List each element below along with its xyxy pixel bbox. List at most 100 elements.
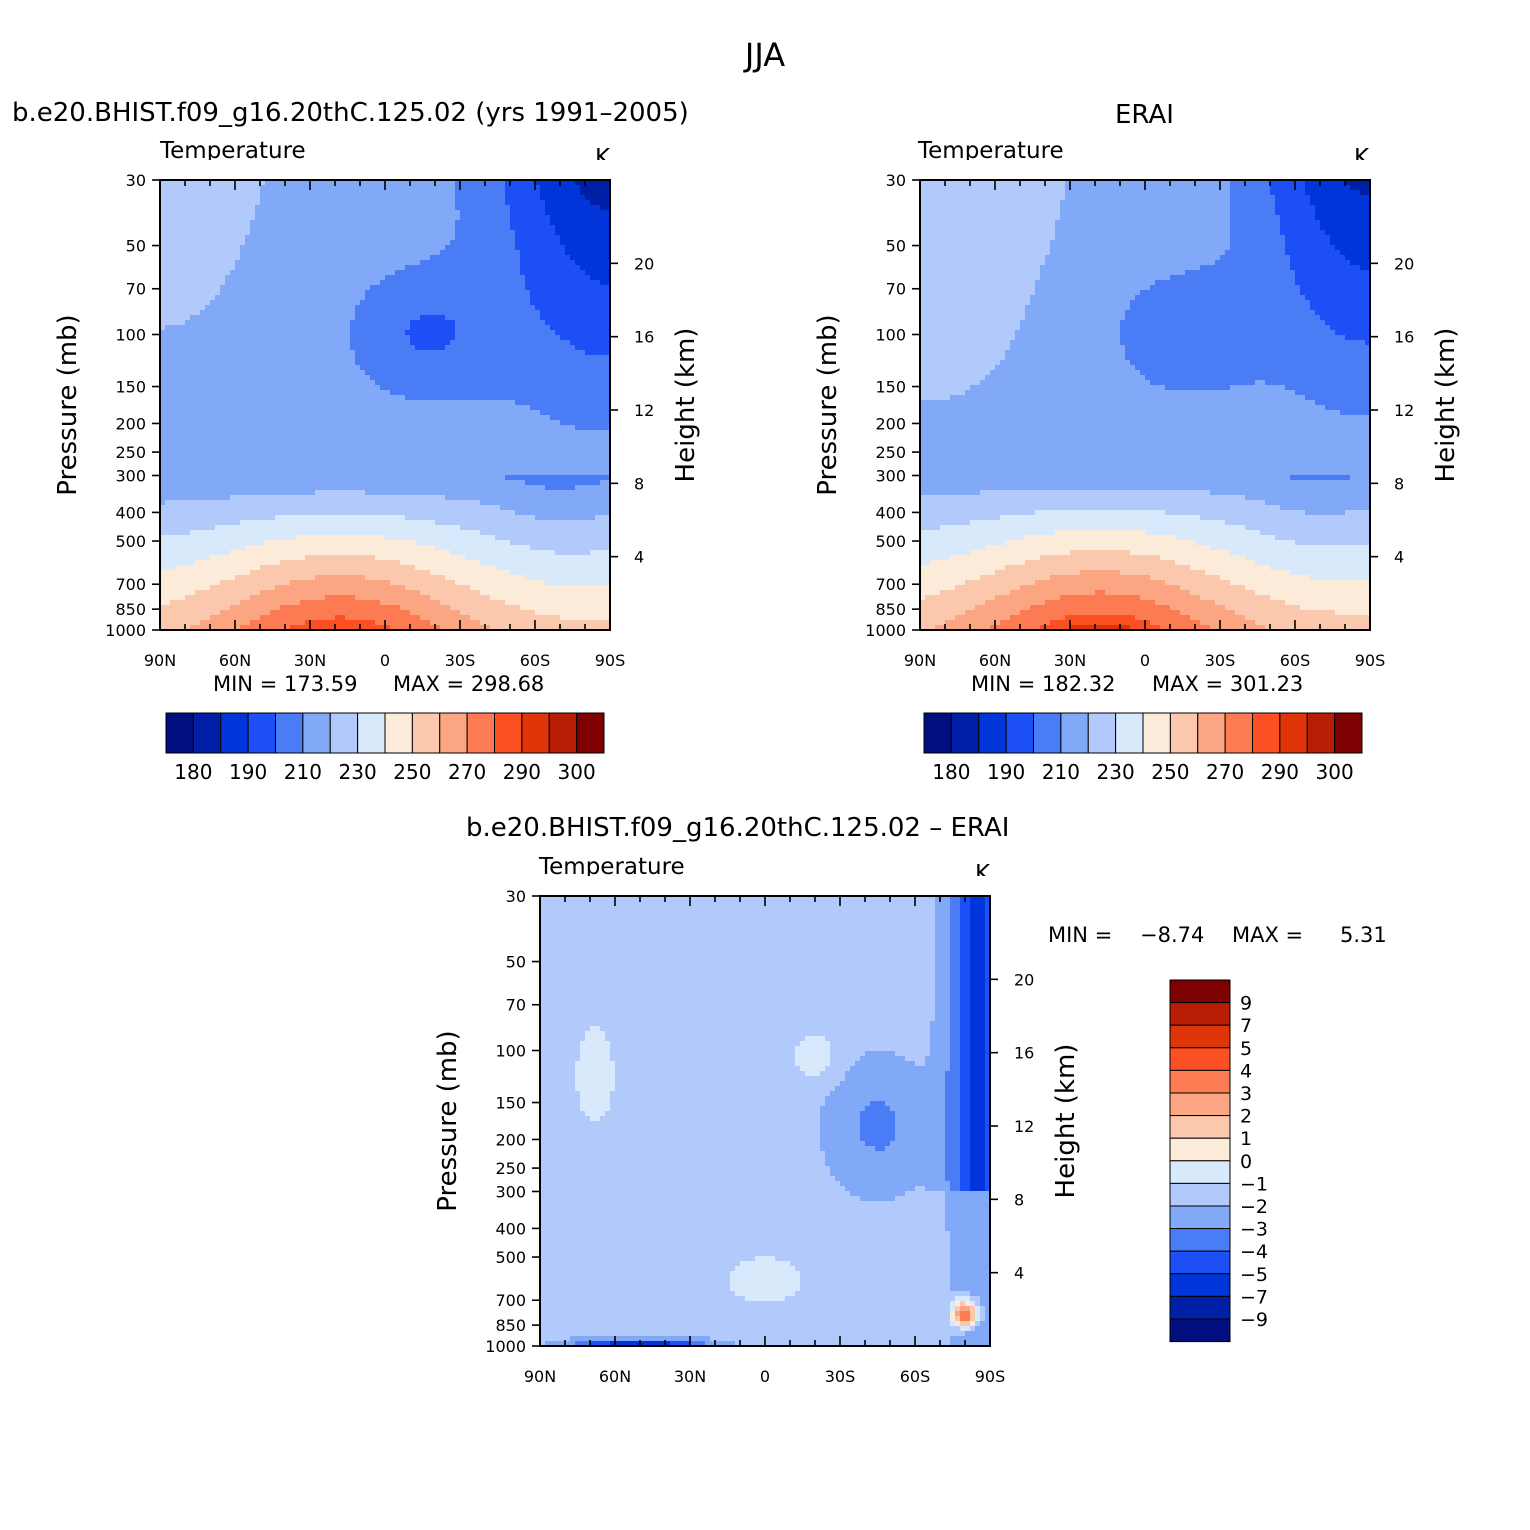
field-cell [305, 275, 311, 281]
field-cell [380, 225, 386, 231]
field-cell [515, 425, 521, 431]
field-cell [355, 335, 361, 341]
field-cell [605, 235, 611, 241]
field-cell [520, 205, 526, 211]
field-cell [295, 405, 301, 411]
field-cell [275, 225, 281, 231]
field-cell [295, 265, 301, 271]
field-cell [270, 355, 276, 361]
field-cell [255, 375, 261, 381]
field-cell [415, 435, 421, 441]
field-cell [330, 280, 336, 286]
field-cell [530, 205, 536, 211]
field-cell [525, 420, 531, 426]
field-cell [200, 180, 206, 186]
field-cell [595, 345, 601, 351]
field-cell [170, 420, 176, 426]
field-cell [290, 275, 296, 281]
field-cell [515, 230, 521, 236]
field-cell [530, 335, 536, 341]
field-cell [550, 280, 556, 286]
field-cell [180, 375, 186, 381]
field-cell [510, 370, 516, 376]
field-cell [205, 330, 211, 336]
field-cell [440, 435, 446, 441]
field-cell [180, 335, 186, 341]
field-cell [535, 290, 541, 296]
field-cell [550, 400, 556, 406]
field-cell [210, 370, 216, 376]
field-cell [370, 425, 376, 431]
field-cell [285, 320, 291, 326]
field-cell [220, 445, 226, 451]
field-cell [330, 360, 336, 366]
field-cell [355, 305, 361, 311]
field-cell [255, 335, 261, 341]
field-cell [435, 295, 441, 301]
plotA-svg: 3050701001502002503004005007008501000201… [53, 171, 701, 670]
field-cell [385, 285, 391, 291]
field-cell [385, 210, 391, 216]
field-cell [490, 305, 496, 311]
field-cell [190, 450, 196, 456]
field-cell [485, 230, 491, 236]
field-cell [180, 310, 186, 316]
field-cell [470, 300, 476, 306]
field-cell [360, 285, 366, 291]
field-cell [480, 435, 486, 441]
field-cell [410, 330, 416, 336]
field-cell [190, 335, 196, 341]
field-cell [280, 190, 286, 196]
field-cell [405, 320, 411, 326]
field-cell [265, 445, 271, 451]
field-cell [450, 415, 456, 421]
field-cell [445, 395, 451, 401]
field-cell [160, 380, 166, 386]
field-cell [195, 455, 201, 461]
field-cell [565, 295, 571, 301]
field-cell [310, 450, 316, 456]
field-cell [570, 250, 576, 256]
field-cell [270, 235, 276, 241]
field-cell [390, 395, 396, 401]
field-cell [205, 300, 211, 306]
field-cell [490, 365, 496, 371]
field-cell [340, 445, 346, 451]
field-cell [215, 430, 221, 436]
field-cell [365, 305, 371, 311]
field-cell [595, 370, 601, 376]
field-cell [405, 420, 411, 426]
field-cell [190, 185, 196, 191]
field-cell [560, 400, 566, 406]
field-cell [180, 210, 186, 216]
field-cell [590, 290, 596, 296]
field-cell [460, 345, 466, 351]
field-cell [480, 290, 486, 296]
field-cell [365, 270, 371, 276]
field-cell [310, 350, 316, 356]
field-cell [400, 450, 406, 456]
field-cell [455, 235, 461, 241]
field-cell [460, 225, 466, 231]
field-cell [555, 230, 561, 236]
field-cell [605, 325, 611, 331]
field-cell [385, 245, 391, 251]
field-cell [190, 405, 196, 411]
field-cell [460, 235, 466, 241]
field-cell [190, 440, 196, 446]
field-cell [550, 330, 556, 336]
field-cell [445, 340, 451, 346]
field-cell [540, 300, 546, 306]
field-cell [390, 340, 396, 346]
field-cell [290, 325, 296, 331]
field-cell [495, 190, 501, 196]
field-cell [290, 440, 296, 446]
field-cell [215, 365, 221, 371]
field-cell [195, 415, 201, 421]
field-cell [330, 265, 336, 271]
field-cell [220, 220, 226, 226]
field-cell [215, 265, 221, 271]
field-cell [385, 255, 391, 261]
field-cell [345, 440, 351, 446]
field-cell [335, 355, 341, 361]
